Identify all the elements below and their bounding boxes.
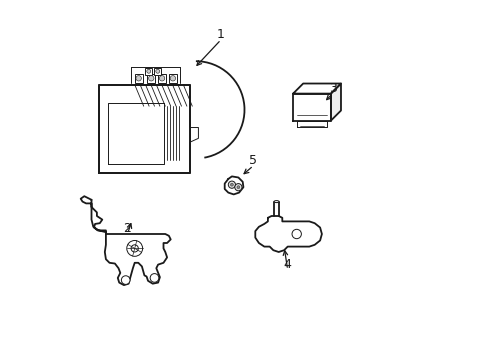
Circle shape xyxy=(230,183,233,186)
Circle shape xyxy=(234,184,242,191)
Circle shape xyxy=(159,76,164,81)
Bar xyxy=(134,74,142,83)
Bar xyxy=(154,68,161,75)
Polygon shape xyxy=(190,127,198,142)
Bar xyxy=(147,74,155,83)
Bar xyxy=(158,74,166,83)
Polygon shape xyxy=(224,176,243,194)
Text: 3: 3 xyxy=(328,82,336,95)
Circle shape xyxy=(156,69,160,73)
Text: 2: 2 xyxy=(123,222,131,235)
Text: 5: 5 xyxy=(249,154,257,167)
Circle shape xyxy=(291,229,301,239)
Ellipse shape xyxy=(273,201,279,203)
Polygon shape xyxy=(99,85,190,173)
Circle shape xyxy=(126,240,142,256)
Circle shape xyxy=(121,276,130,284)
Circle shape xyxy=(237,186,239,189)
Circle shape xyxy=(136,76,141,81)
Circle shape xyxy=(150,274,159,282)
Polygon shape xyxy=(296,121,326,127)
Circle shape xyxy=(148,76,154,81)
Polygon shape xyxy=(330,84,340,121)
Bar xyxy=(145,68,152,75)
Text: 4: 4 xyxy=(283,258,291,271)
Circle shape xyxy=(228,181,235,188)
Polygon shape xyxy=(292,84,340,94)
Polygon shape xyxy=(255,216,321,252)
Polygon shape xyxy=(107,103,163,164)
Polygon shape xyxy=(292,94,330,121)
Circle shape xyxy=(146,69,150,73)
Circle shape xyxy=(170,76,175,81)
Polygon shape xyxy=(81,196,170,285)
Bar xyxy=(168,74,177,83)
Text: 1: 1 xyxy=(217,28,224,41)
